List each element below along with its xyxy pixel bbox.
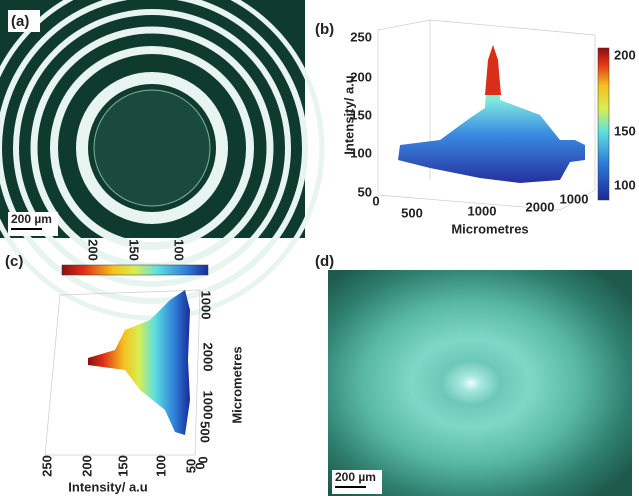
- y-tick-label: 500: [198, 421, 213, 443]
- colorbar-tick-label: 100: [614, 177, 636, 192]
- y-tick-label: 50: [358, 184, 372, 199]
- colorbar-tick-label: 200: [86, 239, 101, 261]
- y-tick-label: 100: [350, 145, 372, 160]
- colorbar-tick-label: 150: [614, 123, 636, 138]
- x-tick-label: 2000: [526, 199, 555, 214]
- colorbar-tick-label: 200: [614, 47, 636, 62]
- x-axis-label: Micrometres: [451, 221, 528, 236]
- y-tick-label: 200: [350, 69, 372, 84]
- colorbar: [61, 264, 209, 276]
- x-tick-label: 0: [372, 193, 379, 208]
- y-tick-label: 250: [350, 29, 372, 44]
- panel-c: (c) 200 150 100 1000 2000 1000 500 0 Mic…: [5, 239, 244, 494]
- axes-box: [44, 289, 201, 456]
- x-tick-label: 0: [192, 462, 207, 469]
- colorbar-tick-label: 150: [127, 239, 142, 261]
- panel-d: (d) 200 µm: [315, 253, 632, 496]
- x-tick-label: 1000: [468, 203, 497, 218]
- center-disk: [93, 89, 211, 207]
- scale-box: [332, 470, 382, 494]
- y-axis-label: Micrometres: [229, 346, 244, 423]
- x-tick-label: 100: [153, 455, 168, 477]
- panel-b: (b) Intensity/ a.u 250 200 150 100 50 0 …: [315, 19, 636, 236]
- y-axis-label: Intensity/ a.u: [341, 75, 356, 155]
- panel-a: (a) 200 µm: [0, 0, 325, 321]
- x-tick-label: 200: [79, 455, 94, 477]
- surface: [88, 290, 190, 435]
- x-tick-label: 1000: [560, 191, 589, 206]
- y-tick-label: 2000: [201, 343, 216, 372]
- scale-box: [8, 212, 58, 236]
- y-tick-label: 1000: [201, 391, 216, 420]
- x-tick-label: 250: [39, 455, 54, 477]
- panel-label: (c): [5, 253, 23, 270]
- rings: [0, 0, 325, 321]
- panel-label: (d): [315, 253, 334, 270]
- x-axis-label: Intensity/ a.u: [68, 479, 148, 494]
- y-tick-label: 150: [350, 107, 372, 122]
- label-box: [8, 10, 40, 32]
- colorbar-tick-label: 100: [172, 239, 187, 261]
- glow-image: [328, 270, 632, 496]
- scale-bar-label: 200 µm: [11, 212, 52, 226]
- peak: [485, 45, 501, 95]
- x-tick-label: 50: [183, 459, 198, 473]
- surface: [398, 45, 585, 183]
- y-tick-label: 0: [196, 456, 211, 463]
- panel-label: (a): [11, 13, 29, 30]
- panel-label: (b): [315, 21, 334, 38]
- x-tick-label: 150: [115, 455, 130, 477]
- colorbar: [597, 47, 610, 201]
- scale-bar-label: 200 µm: [335, 470, 376, 484]
- x-tick-label: 500: [401, 205, 423, 220]
- y-tick-label: 1000: [199, 291, 214, 320]
